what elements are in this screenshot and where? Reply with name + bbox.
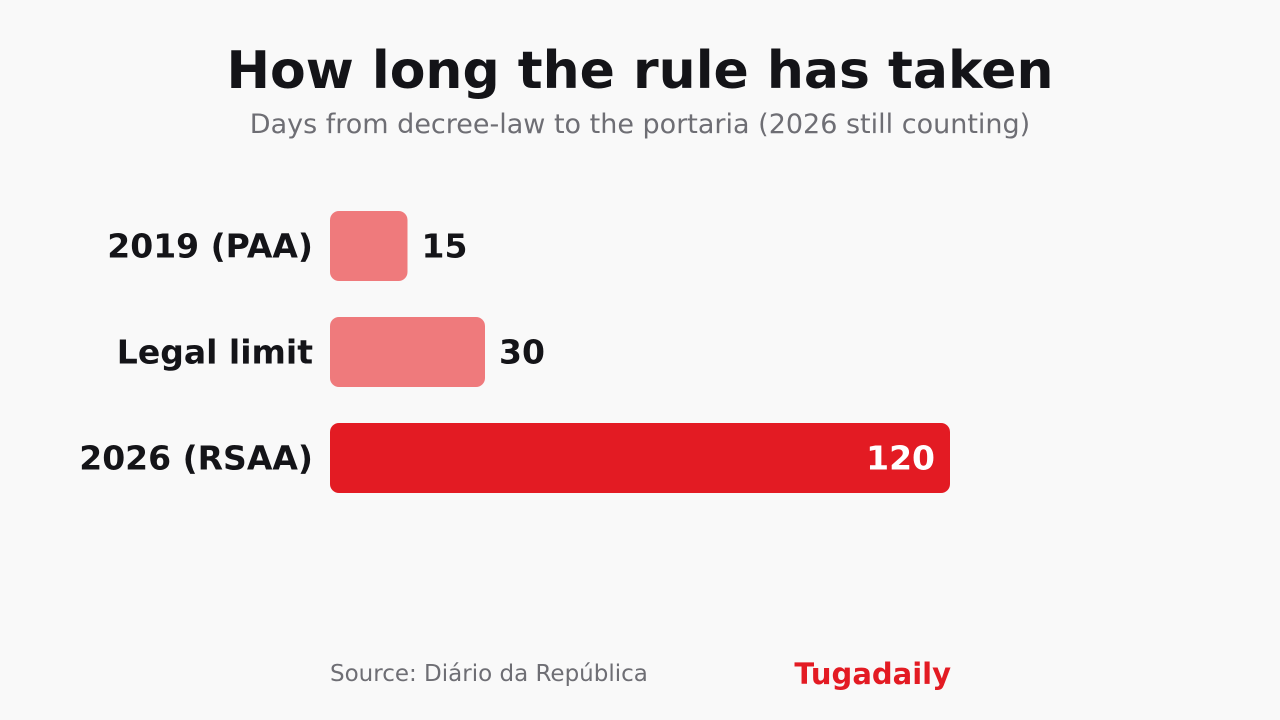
- bar: [330, 317, 485, 387]
- brand-logo: Tugadaily: [794, 657, 951, 691]
- category-label: 2026 (RSAA): [79, 439, 313, 478]
- chart-subtitle: Days from decree-law to the portaria (20…: [249, 109, 1031, 140]
- value-label: 30: [499, 333, 545, 372]
- bar: [330, 211, 408, 281]
- source-note: Source: Diário da República: [330, 661, 648, 687]
- chart-title: How long the rule has taken: [226, 41, 1054, 101]
- category-label: Legal limit: [117, 333, 313, 372]
- bar: [330, 423, 950, 493]
- value-label: 15: [422, 227, 468, 266]
- value-label: 120: [866, 439, 935, 478]
- category-label: 2019 (PAA): [107, 227, 313, 266]
